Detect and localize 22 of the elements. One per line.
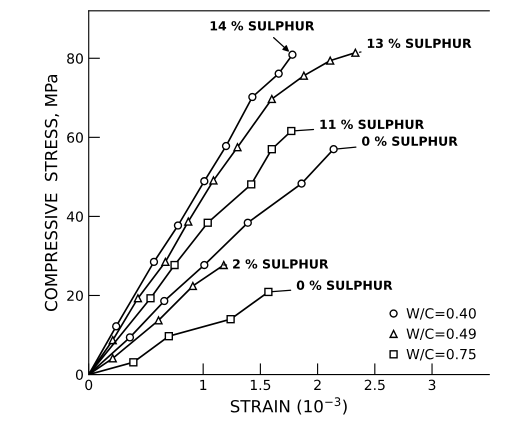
annotation: 0 % SULPHUR [362,136,458,146]
annotation: 11 % SULPHUR [320,120,424,130]
legend-label: W/C=0.49 [406,328,476,340]
x-tick-label: 0 [85,380,92,390]
x-tick-label: 2 [314,380,321,390]
annotation: 0 % SULPHUR [296,280,392,290]
y-tick-label: 0 [76,370,83,380]
x-tick-label: 2.5 [364,380,385,390]
legend-label: W/C=0.40 [406,308,476,320]
x-tick-label: 1 [200,380,206,390]
y-tick-label: 40 [66,211,83,222]
y-tick-label: 20 [67,290,83,301]
annotation: 13 % SULPHUR [368,38,472,48]
y-tick-label: 60 [67,132,83,143]
annotation: 2 % SULPHUR [233,259,328,269]
y-tick-label: 80 [67,53,83,64]
y-axis-title: COMPRESSIVE STRESS, MPa [44,74,60,311]
legend-label: W/C=0.75 [406,348,476,360]
x-tick-label: 1.5 [250,380,270,390]
x-tick-label: 3 [428,380,436,390]
annotation: 14 % SULPHUR [210,21,314,31]
x-axis-title: STRAIN (10$^{−3}$) [230,397,347,415]
